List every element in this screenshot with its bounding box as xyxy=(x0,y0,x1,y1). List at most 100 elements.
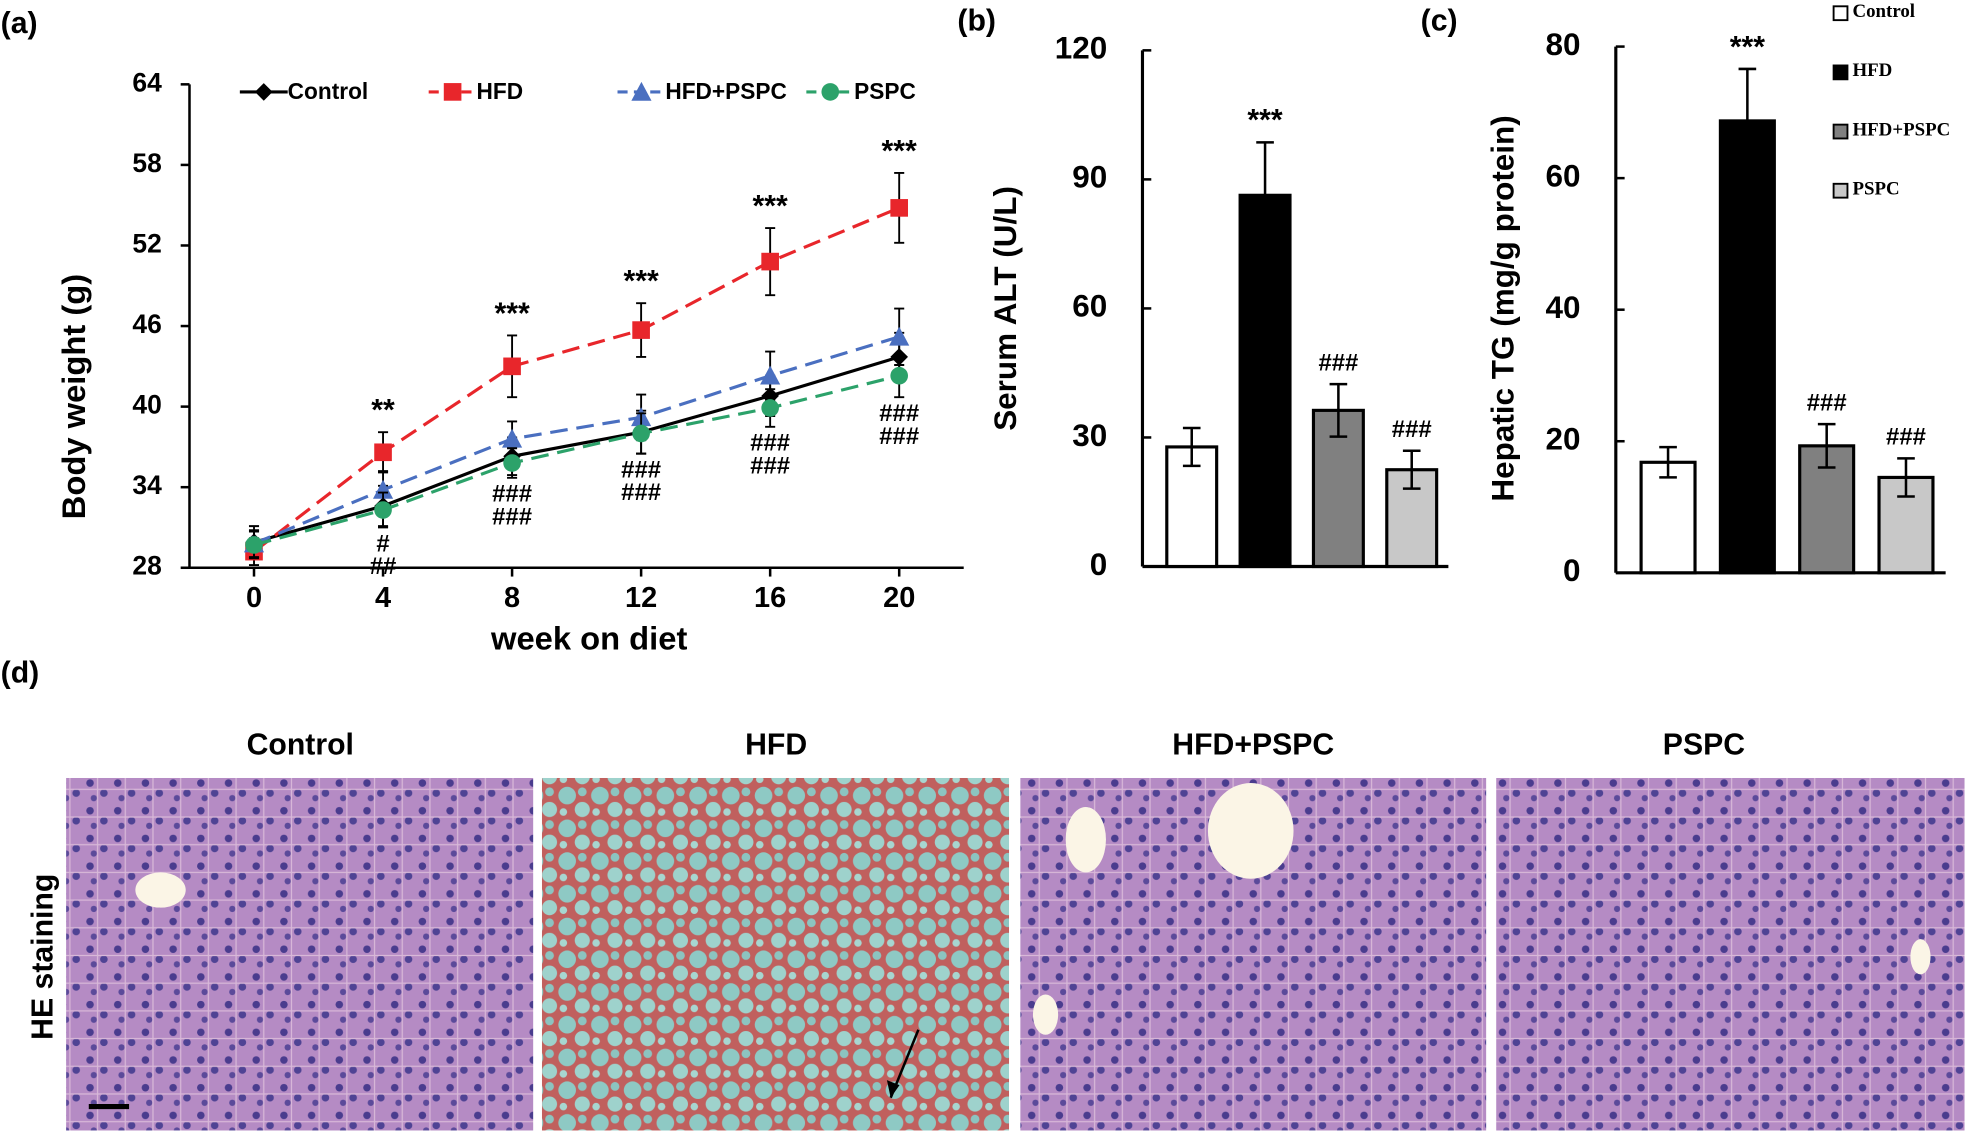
significance-label: ### xyxy=(879,400,919,427)
legend-label: PSPC xyxy=(854,78,916,104)
marker xyxy=(503,357,521,376)
significance-label: ### xyxy=(1807,389,1847,416)
bar xyxy=(1238,193,1292,569)
panel-label: (d) xyxy=(1,657,40,690)
marker xyxy=(761,399,779,417)
significance-label: *** xyxy=(882,135,918,168)
significance-label: # xyxy=(376,530,389,557)
vessel xyxy=(1910,939,1931,975)
y-tick-label: 34 xyxy=(132,470,162,500)
marker xyxy=(761,252,779,271)
significance-label: *** xyxy=(1247,104,1283,137)
legend-marker xyxy=(443,83,462,101)
series-line xyxy=(253,335,900,546)
significance-label: ### xyxy=(1318,349,1358,376)
marker xyxy=(374,443,392,462)
y-tick-label: 28 xyxy=(132,551,161,581)
error-bar xyxy=(1256,141,1274,250)
legend-label: HFD xyxy=(477,78,524,104)
legend-label: HFD+PSPC xyxy=(665,78,787,104)
column-title: HFD xyxy=(745,729,807,762)
y-tick-label: 80 xyxy=(1546,27,1581,62)
significance-label: ### xyxy=(1392,416,1432,443)
marker xyxy=(245,536,263,554)
panel-label: (c) xyxy=(1421,5,1458,38)
marker xyxy=(503,454,521,472)
significance-label: ### xyxy=(621,479,661,506)
panel-label: (a) xyxy=(1,7,38,40)
legend-marker xyxy=(254,83,273,101)
error-bar xyxy=(1329,382,1348,438)
legend-swatch xyxy=(1832,64,1849,81)
arrow-head xyxy=(886,1080,900,1098)
significance-label: ### xyxy=(1886,424,1926,451)
error-bar xyxy=(1402,449,1421,490)
y-tick-label: 64 xyxy=(132,67,162,97)
significance-label: ** xyxy=(371,394,395,427)
error-bar xyxy=(1817,422,1836,469)
legend-marker xyxy=(631,81,652,101)
error-bar xyxy=(1659,445,1677,479)
legend-swatch xyxy=(1832,5,1849,22)
column-title: PSPC xyxy=(1663,729,1745,762)
row-label: HE staining xyxy=(27,874,60,1040)
x-tick-label: 4 xyxy=(375,582,391,614)
significance-label: ### xyxy=(621,457,661,484)
panel-label: (b) xyxy=(957,5,996,38)
legend-label: HFD xyxy=(1852,60,1892,81)
marker xyxy=(890,366,909,385)
x-tick-label: 16 xyxy=(754,582,786,614)
x-tick-label: 12 xyxy=(625,582,657,614)
micrograph xyxy=(1496,777,1965,1131)
y-axis-title: Body weight (g) xyxy=(55,274,92,519)
marker xyxy=(502,428,523,448)
vessel xyxy=(135,872,186,908)
legend-label: PSPC xyxy=(1852,178,1899,199)
legend-marker xyxy=(821,83,840,101)
marker xyxy=(889,326,910,346)
bar xyxy=(1639,460,1697,575)
marker xyxy=(890,199,909,217)
significance-label: ## xyxy=(370,553,397,580)
marker xyxy=(760,365,781,385)
vessel xyxy=(1032,994,1059,1035)
series-line xyxy=(253,374,900,547)
micrograph xyxy=(541,777,1010,1131)
y-tick-label: 20 xyxy=(1546,422,1581,457)
y-axis-title: Serum ALT (U/L) xyxy=(988,186,1023,431)
legend-label: Control xyxy=(288,78,369,104)
vessel xyxy=(1207,783,1294,879)
marker xyxy=(632,321,650,339)
y-tick-label: 90 xyxy=(1072,160,1107,195)
y-tick-label: 0 xyxy=(1563,553,1581,588)
x-tick-label: 8 xyxy=(504,582,520,614)
micrograph xyxy=(66,777,534,1131)
error-bar xyxy=(1738,67,1757,175)
significance-label: ### xyxy=(879,423,919,450)
legend-swatch xyxy=(1832,182,1849,199)
legend-label: HFD+PSPC xyxy=(1852,119,1950,140)
y-tick-label: 30 xyxy=(1072,418,1107,453)
marker xyxy=(374,501,392,519)
marker xyxy=(632,424,650,443)
series-line xyxy=(253,206,900,553)
y-tick-label: 40 xyxy=(132,390,161,420)
error-bar xyxy=(1182,426,1201,468)
x-tick-label: 0 xyxy=(246,582,262,614)
y-tick-label: 58 xyxy=(132,148,161,178)
significance-label: *** xyxy=(494,297,530,330)
vessel xyxy=(1065,806,1106,873)
legend-swatch xyxy=(1832,123,1849,140)
y-tick-label: 120 xyxy=(1055,31,1108,66)
histology-panel: (d) HE staining Control HFD HFD+PSPC PSP… xyxy=(1,657,1965,1131)
y-tick-label: 0 xyxy=(1090,547,1108,582)
significance-label: *** xyxy=(623,265,659,298)
column-title: Control xyxy=(247,729,354,762)
y-tick-label: 46 xyxy=(132,309,161,339)
marker xyxy=(372,479,394,499)
y-axis-title: Hepatic TG (mg/g protein) xyxy=(1485,115,1520,501)
significance-label: ### xyxy=(492,481,532,508)
bar xyxy=(1718,119,1776,575)
